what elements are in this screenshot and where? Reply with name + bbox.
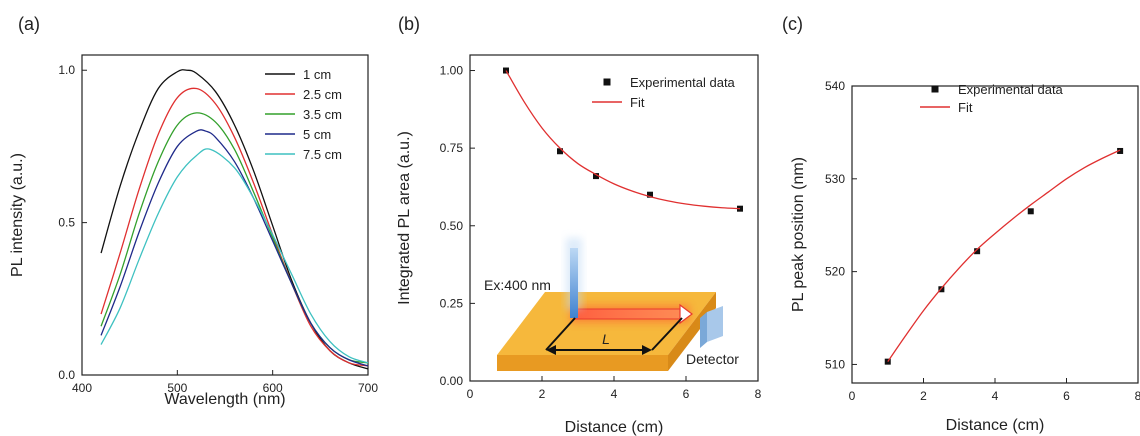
legend-marker: [931, 85, 939, 93]
inset-excitation-beam: [570, 248, 578, 318]
legend-label: Experimental data: [958, 82, 1064, 97]
plot-frame: [851, 85, 1139, 384]
legend-label: 3.5 cm: [303, 107, 342, 122]
x-axis-title: Distance (cm): [946, 417, 1045, 434]
x-tick-label: 500: [167, 381, 187, 395]
x-axis-title: Distance (cm): [565, 419, 664, 436]
y-tick-label: 0.75: [440, 141, 464, 155]
inset-length-arrowhead-right: [642, 345, 652, 355]
y-axis-title: PL intensity (a.u.): [9, 153, 26, 277]
panel-label: (a): [18, 14, 40, 34]
x-tick-label: 0: [467, 387, 474, 401]
y-tick-label: 0.0: [58, 368, 75, 382]
panel-a: (a) 400 500 600 700 0.0 0.5 1.0 Wavelength (nm) P…: [9, 14, 378, 408]
series-line: [887, 149, 1121, 363]
legend-label: 7.5 cm: [303, 147, 342, 162]
panel-label: (b): [398, 14, 420, 34]
legend-label: Fit: [958, 100, 973, 115]
y-axis-title: PL peak position (nm): [790, 157, 807, 312]
x-axis-title: Wavelength (nm): [164, 391, 285, 408]
x-tick-label: 8: [1135, 389, 1140, 403]
x-tick-label: 400: [72, 381, 92, 395]
x-tick-label: 4: [992, 389, 999, 403]
data-point: [557, 148, 563, 155]
y-tick-label: 0.25: [440, 296, 464, 310]
inset-slab-side: [668, 292, 716, 371]
legend-label: Fit: [630, 95, 645, 110]
y-tick-label: 1.0: [58, 63, 75, 77]
x-tick-label: 0: [849, 389, 856, 403]
inset-detector-label: Detector: [686, 351, 739, 367]
x-tick-label: 600: [263, 381, 283, 395]
data-point: [593, 173, 599, 180]
inset-detector-face: [707, 306, 723, 342]
x-tick-label: 4: [611, 387, 618, 401]
x-tick-label: 700: [358, 381, 378, 395]
panel-label: (c): [782, 14, 803, 34]
y-tick-label: 1.00: [440, 64, 464, 78]
series-line: [100, 148, 369, 364]
y-tick-label: 0.5: [58, 216, 75, 230]
inset-length-tick-left: [545, 317, 576, 351]
data-point: [1117, 147, 1124, 154]
series-line: [100, 129, 369, 367]
plot-frame: [81, 54, 369, 376]
legend-label: 1 cm: [303, 67, 331, 82]
inset-excitation-label: Ex:400 nm: [484, 277, 551, 293]
panel-c: (c) 0 2 4 6 8 510 520 530 540 Distance (cm) PL peak…: [782, 14, 1140, 434]
x-tick-label: 8: [755, 387, 762, 401]
panel-b: (b) 0 2 4 6 8 0.00 0.25 0.50 0.75 1.00 Distance (cm…: [396, 14, 762, 436]
inset-slab-front: [497, 355, 668, 371]
legend-label: 5 cm: [303, 127, 331, 142]
inset-length-arrowhead-left: [546, 345, 556, 355]
y-axis-title: Integrated PL area (a.u.): [396, 131, 413, 305]
y-tick-label: 510: [825, 357, 845, 371]
y-tick-label: 530: [825, 172, 845, 186]
x-tick-label: 6: [683, 387, 690, 401]
series-line: [100, 69, 369, 370]
y-tick-label: 520: [825, 265, 845, 279]
data-point: [974, 248, 981, 255]
legend-marker: [603, 78, 611, 86]
inset-length-label: L: [602, 331, 610, 347]
legend-label: 2.5 cm: [303, 87, 342, 102]
inset-beam-arrowhead: [679, 303, 693, 325]
legend-label: Experimental data: [630, 75, 736, 90]
x-tick-label: 6: [1063, 389, 1070, 403]
y-tick-label: 0.50: [440, 219, 464, 233]
y-tick-label: 540: [825, 79, 845, 93]
series-line: [100, 87, 369, 367]
inset-detector-side: [700, 312, 707, 348]
data-point: [1027, 208, 1034, 215]
x-tick-label: 2: [539, 387, 546, 401]
inset-length-tick-right: [651, 317, 683, 351]
series-line: [505, 70, 741, 210]
data-point: [647, 191, 653, 198]
inset-beam: [574, 308, 681, 320]
y-tick-label: 0.00: [440, 374, 464, 388]
x-tick-label: 2: [920, 389, 927, 403]
